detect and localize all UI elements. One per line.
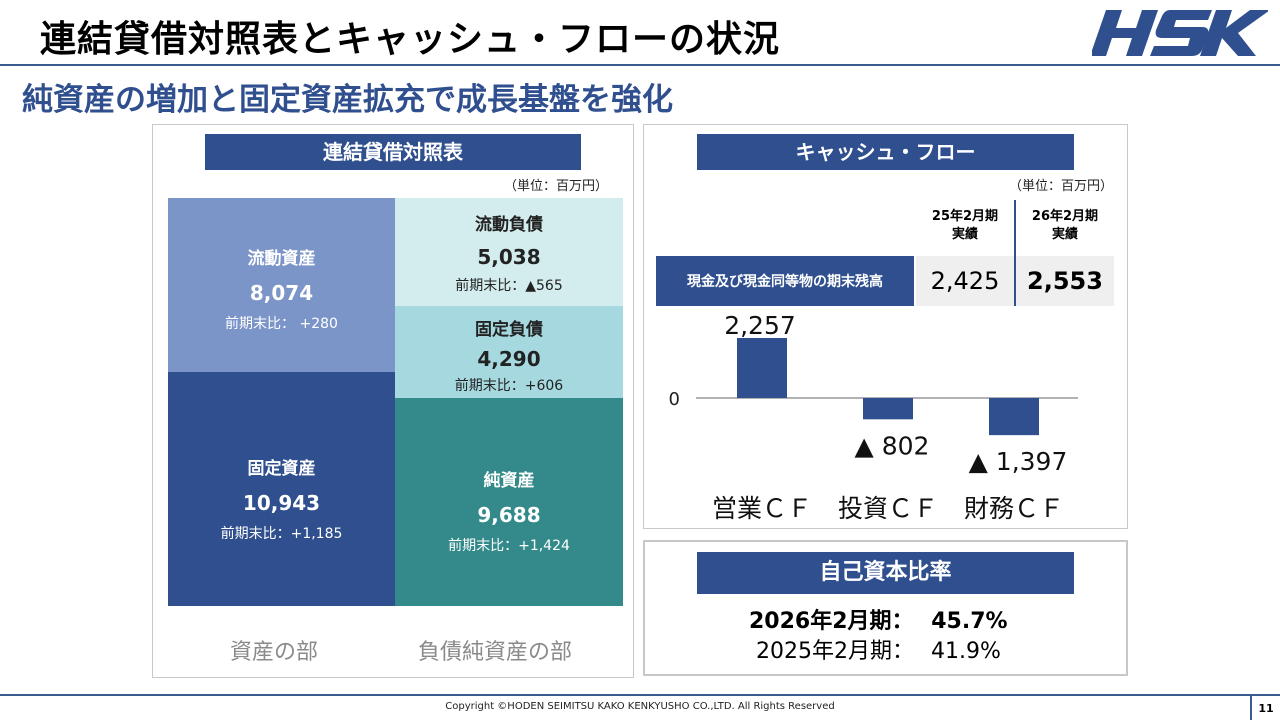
fixed-assets-diff: 前期末比：+1,185 <box>220 526 343 542</box>
current-assets-diff: 前期末比： +280 <box>225 316 338 332</box>
fixed-liabilities-block: 固定負債 4,290 前期末比：+606 <box>395 306 623 398</box>
title-divider <box>0 64 1280 66</box>
net-assets-label: 純資産 <box>483 471 535 491</box>
cash-flow-chart: 0 2,257 営業ＣＦ ▲ 802 投資ＣＦ ▲ 1,397 財務ＣＦ <box>669 311 1078 523</box>
fixed-liabilities-label: 固定負債 <box>475 320 543 340</box>
chart-category-label-3: 財務ＣＦ <box>964 494 1064 523</box>
column-head-fy25-kind: 実績 <box>951 227 978 242</box>
column-divider <box>1014 200 1016 306</box>
chart-zero-label: 0 <box>669 389 680 410</box>
page-title: 連結貸借対照表とキャッシュ・フローの状況 <box>40 19 781 60</box>
current-assets-value: 8,074 <box>249 281 314 305</box>
chart-bar-3 <box>989 398 1039 436</box>
chart-bar-1 <box>737 338 787 398</box>
current-assets-label: 流動資産 <box>247 249 316 269</box>
fixed-liabilities-diff: 前期末比：+606 <box>454 378 564 394</box>
cash-balance-fy25: 2,425 <box>916 256 1014 306</box>
equity-ratio-current: 2026年2月期： 45.7% <box>749 603 1008 635</box>
chart-data-label-3: ▲ 1,397 <box>969 447 1068 476</box>
fixed-liabilities-value: 4,290 <box>477 347 541 371</box>
equity-ratio-previous: 2025年2月期： 41.9% <box>756 633 1001 665</box>
chart-category-label-1: 営業ＣＦ <box>712 494 812 523</box>
cash-flow-panel <box>643 124 1128 529</box>
cash-flow-unit: （単位：百万円） <box>1009 179 1114 194</box>
net-assets-diff: 前期末比：+1,424 <box>448 538 570 554</box>
current-liabilities-label: 流動負債 <box>475 215 543 235</box>
cash-flow-banner: キャッシュ・フロー <box>697 134 1074 170</box>
chart-data-label-1: 2,257 <box>724 311 796 340</box>
company-logo <box>1090 6 1270 60</box>
fixed-assets-block: 固定資産 10,943 前期末比：+1,185 <box>168 372 395 606</box>
column-head-fy25: 25年2月期 実績 <box>916 208 1014 244</box>
current-assets-block: 流動資産 8,074 前期末比： +280 <box>168 198 395 372</box>
current-liabilities-diff: 前期末比：▲565 <box>455 278 563 294</box>
footer-divider <box>0 694 1280 696</box>
cash-balance-fy26: 2,553 <box>1016 256 1114 306</box>
chart-bar-2 <box>863 398 913 420</box>
net-assets-block: 純資産 9,688 前期末比：+1,424 <box>395 398 623 606</box>
chart-category-label-2: 投資ＣＦ <box>838 494 938 523</box>
cash-balance-label: 現金及び現金同等物の期末残高 <box>656 256 914 306</box>
current-liabilities-block: 流動負債 5,038 前期末比：▲565 <box>395 198 623 306</box>
column-head-fy26-kind: 実績 <box>1051 227 1078 242</box>
balance-sheet-banner: 連結貸借対照表 <box>205 134 581 170</box>
assets-caption: 資産の部 <box>230 640 319 665</box>
current-liabilities-value: 5,038 <box>477 245 541 269</box>
liabilities-caption: 負債純資産の部 <box>418 640 573 665</box>
equity-ratio-banner: 自己資本比率 <box>697 552 1074 594</box>
equity-ratio-previous-value: 41.9% <box>931 639 1001 664</box>
net-assets-value: 9,688 <box>477 503 541 527</box>
column-head-fy26-period: 26年2月期 <box>1031 209 1099 224</box>
equity-ratio-current-period: 2026年2月期： <box>749 609 914 634</box>
balance-sheet-unit: （単位：百万円） <box>504 179 609 194</box>
fixed-assets-label: 固定資産 <box>247 459 316 479</box>
chart-data-label-2: ▲ 802 <box>855 431 930 460</box>
copyright: Copyright ©HODEN SEIMITSU KAKO KENKYUSHO… <box>445 701 835 712</box>
equity-ratio-previous-period: 2025年2月期： <box>756 639 914 664</box>
fixed-assets-value: 10,943 <box>242 491 321 515</box>
page-number: 11 <box>1250 696 1280 720</box>
column-head-fy25-period: 25年2月期 <box>931 209 999 224</box>
column-head-fy26: 26年2月期 実績 <box>1016 208 1114 244</box>
page-subtitle: 純資産の増加と固定資産拡充で成長基盤を強化 <box>22 82 673 118</box>
equity-ratio-current-value: 45.7% <box>931 609 1008 634</box>
